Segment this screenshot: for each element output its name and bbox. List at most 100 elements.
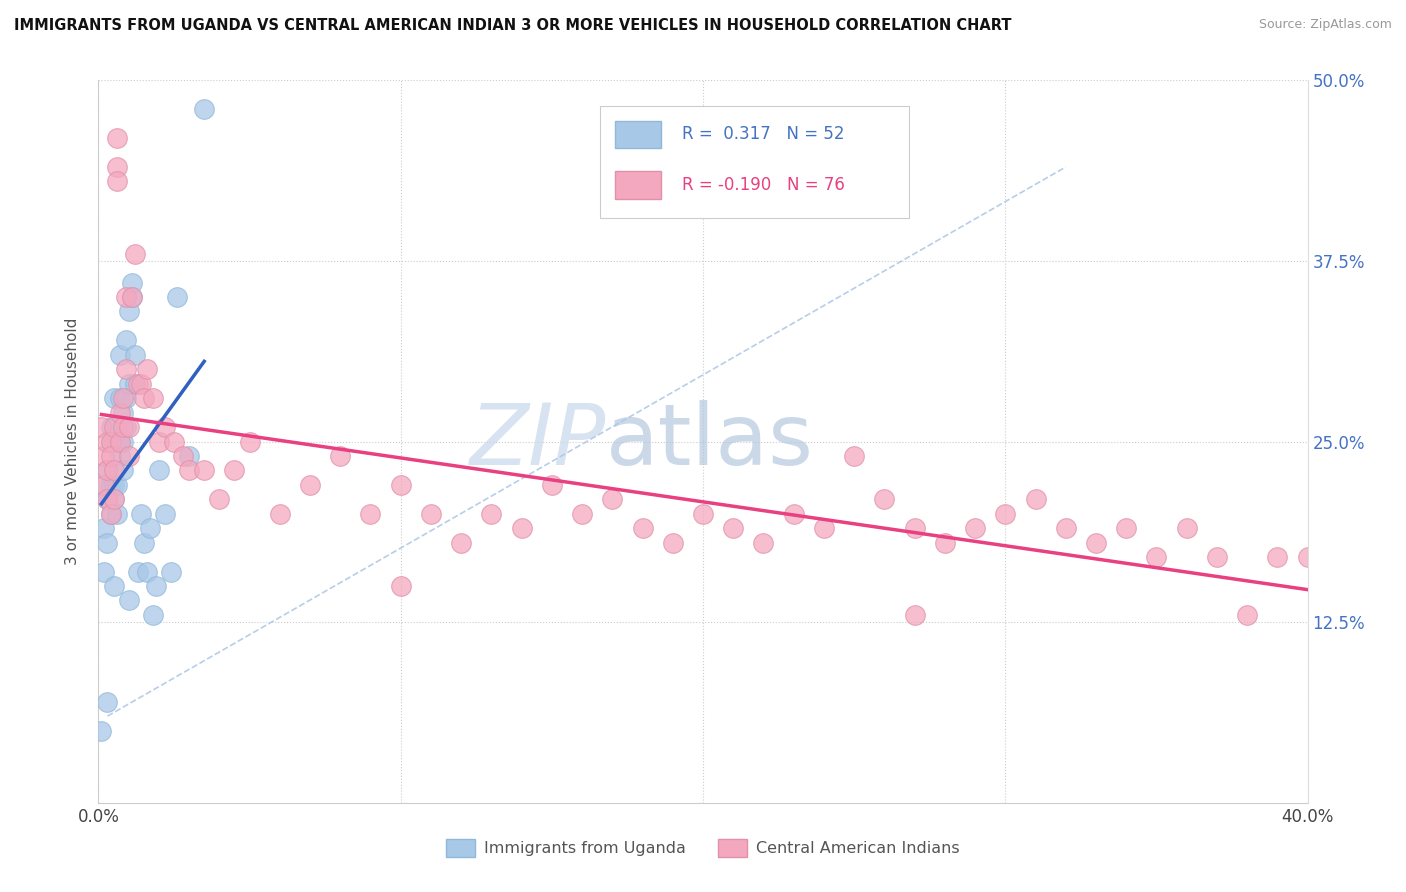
FancyBboxPatch shape [614, 171, 661, 199]
Point [904, 521, 927, 535]
Point [96, 463, 118, 477]
Text: IMMIGRANTS FROM UGANDA VS CENTRAL AMERICAN INDIAN 3 OR MORE VEHICLES IN HOUSEHOL: IMMIGRANTS FROM UGANDA VS CENTRAL AMERIC… [14, 18, 1011, 33]
Point [114, 362, 136, 376]
Point [124, 348, 146, 362]
Point [114, 334, 136, 348]
Point [994, 507, 1017, 521]
Point [132, 391, 155, 405]
Point [118, 304, 141, 318]
Point [105, 174, 128, 188]
Point [224, 463, 246, 477]
Point [103, 579, 125, 593]
Point [965, 521, 987, 535]
Point [124, 246, 146, 260]
Point [118, 420, 141, 434]
Point [108, 391, 131, 405]
Point [172, 449, 194, 463]
Point [100, 478, 122, 492]
Point [124, 376, 146, 391]
Point [103, 492, 125, 507]
Point [148, 434, 170, 449]
Point [1296, 550, 1319, 565]
Point [105, 420, 128, 434]
Point [163, 434, 186, 449]
Point [108, 434, 131, 449]
Point [193, 102, 215, 116]
Point [360, 507, 382, 521]
Point [142, 391, 165, 405]
Point [103, 463, 125, 477]
Point [93, 449, 115, 463]
Point [602, 492, 624, 507]
Point [450, 535, 472, 549]
Point [96, 463, 118, 477]
Point [111, 434, 134, 449]
Point [108, 449, 131, 463]
Point [873, 492, 896, 507]
Point [571, 507, 593, 521]
Point [114, 391, 136, 405]
Point [142, 607, 165, 622]
Point [1236, 607, 1258, 622]
Point [239, 434, 262, 449]
Point [105, 160, 128, 174]
Point [108, 348, 131, 362]
Point [121, 290, 143, 304]
Point [103, 434, 125, 449]
Point [208, 492, 231, 507]
Point [114, 290, 136, 304]
Point [145, 579, 167, 593]
Point [723, 521, 745, 535]
Point [1054, 521, 1077, 535]
Point [118, 376, 141, 391]
Point [103, 391, 125, 405]
Point [1144, 550, 1167, 565]
Point [166, 290, 188, 304]
Point [132, 535, 155, 549]
Text: atlas: atlas [606, 400, 814, 483]
Point [111, 420, 134, 434]
Point [90, 723, 112, 738]
Point [129, 507, 152, 521]
Point [100, 507, 122, 521]
Point [1085, 535, 1108, 549]
Point [148, 463, 170, 477]
Point [389, 579, 412, 593]
Point [179, 449, 201, 463]
Point [135, 362, 157, 376]
Point [93, 478, 115, 492]
Point [93, 565, 115, 579]
Point [631, 521, 654, 535]
Point [813, 521, 835, 535]
Point [844, 449, 866, 463]
Point [153, 420, 176, 434]
Point [96, 535, 118, 549]
Text: Source: ZipAtlas.com: Source: ZipAtlas.com [1258, 18, 1392, 31]
FancyBboxPatch shape [614, 120, 661, 148]
Point [269, 507, 291, 521]
Point [114, 420, 136, 434]
Point [135, 565, 157, 579]
Text: R = -0.190   N = 76: R = -0.190 N = 76 [682, 176, 845, 194]
Point [121, 276, 143, 290]
Point [510, 521, 533, 535]
Point [96, 434, 118, 449]
Point [111, 406, 134, 420]
Point [96, 492, 118, 507]
Point [100, 449, 122, 463]
Point [139, 521, 162, 535]
Point [96, 492, 118, 507]
Y-axis label: 3 or more Vehicles in Household: 3 or more Vehicles in Household [65, 318, 80, 566]
Text: R =  0.317   N = 52: R = 0.317 N = 52 [682, 126, 845, 144]
Point [193, 463, 215, 477]
Point [540, 478, 562, 492]
Point [111, 463, 134, 477]
Point [129, 376, 152, 391]
Point [1267, 550, 1289, 565]
Point [108, 406, 131, 420]
Point [90, 420, 112, 434]
Point [1115, 521, 1137, 535]
Point [420, 507, 443, 521]
Point [692, 507, 714, 521]
Point [127, 376, 149, 391]
